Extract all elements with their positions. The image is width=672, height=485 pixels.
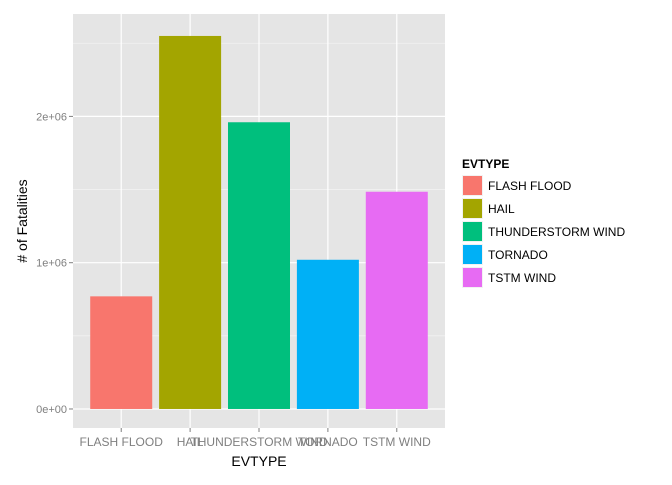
legend-label: TORNADO — [488, 248, 548, 262]
y-axis: 0e+00 1e+06 2e+06 — [36, 111, 73, 416]
x-tick-label: FLASH FLOOD — [80, 435, 164, 449]
bar-tstm-wind — [365, 191, 428, 409]
y-tick-label: 0e+00 — [36, 404, 67, 416]
x-tick-label: TORNADO — [298, 435, 358, 449]
bar-hail — [159, 35, 222, 409]
legend-swatch — [463, 268, 482, 287]
y-axis-title: # of Fatalities — [14, 179, 30, 262]
x-tick-label: TSTM WIND — [363, 435, 431, 449]
legend-swatch — [463, 245, 482, 264]
legend-items: FLASH FLOOD HAIL THUNDERSTORM WIND TORNADO T… — [462, 175, 625, 288]
legend-label: FLASH FLOOD — [488, 179, 572, 193]
legend-label: TSTM WIND — [488, 271, 556, 285]
bars — [90, 35, 428, 409]
legend-swatch — [463, 222, 482, 241]
legend-label: HAIL — [488, 202, 515, 216]
legend-title: EVTYPE — [462, 157, 509, 171]
legend-label: THUNDERSTORM WIND — [488, 225, 625, 239]
bar-tornado — [296, 259, 359, 409]
legend-swatch — [463, 176, 482, 195]
legend: EVTYPE FLASH FLOOD HAIL THUNDERSTORM WIND T… — [462, 157, 625, 288]
x-tick-label: HAIL — [177, 435, 204, 449]
y-tick-label: 2e+06 — [36, 111, 67, 123]
y-tick-label: 1e+06 — [36, 258, 67, 270]
bar-flash-flood — [90, 296, 153, 409]
bar-thunderstorm-wind — [228, 122, 290, 409]
x-axis-title: EVTYPE — [231, 453, 286, 469]
x-tick-label: THUNDERSTORM WIND — [190, 435, 327, 449]
legend-swatch — [463, 199, 482, 218]
